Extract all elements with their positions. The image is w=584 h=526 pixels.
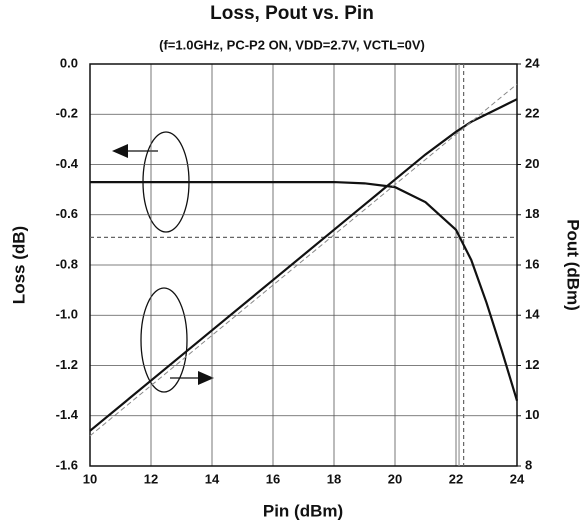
- y-tick-label: -0.2: [56, 106, 78, 121]
- arrowhead: [112, 144, 128, 158]
- y-tick-label: 0.0: [60, 55, 78, 70]
- x-tick-label: 14: [205, 471, 220, 486]
- y2-axis-label: Pout (dBm): [564, 219, 583, 311]
- y2-tick-label: 16: [525, 256, 539, 271]
- x-tick-label: 22: [449, 471, 463, 486]
- x-tick-label: 20: [388, 471, 402, 486]
- ellipse: [140, 287, 188, 393]
- x-axis-label: Pin (dBm): [263, 501, 343, 520]
- annotations: [126, 131, 200, 393]
- y-tick-label: -1.0: [56, 307, 78, 322]
- y2-tick-label: 20: [525, 156, 539, 171]
- y-tick-label: -0.6: [56, 206, 78, 221]
- series-line: [90, 180, 519, 401]
- x-tick-label: 12: [144, 471, 158, 486]
- chart-title: Loss, Pout vs. Pin: [210, 3, 374, 24]
- x-tick-label: 18: [327, 471, 341, 486]
- arrowhead: [198, 371, 214, 385]
- y-tick-label: -1.2: [56, 357, 78, 372]
- y-tick-label: -0.8: [56, 256, 78, 271]
- y-axis-label: Loss (dB): [9, 226, 28, 304]
- series-line: [89, 98, 518, 432]
- y2-tick-label: 22: [525, 106, 539, 121]
- y2-tick-label: 10: [525, 407, 539, 422]
- chart-subtitle: (f=1.0GHz, PC-P2 ON, VDD=2.7V, VCTL=0V): [159, 37, 425, 52]
- x-tick-label: 10: [83, 471, 97, 486]
- x-tick-label: 16: [266, 471, 280, 486]
- y-tick-label: -1.6: [56, 457, 78, 472]
- y2-tick-label: 12: [525, 357, 539, 372]
- plot-frame: [89, 63, 518, 467]
- y-tick-label: -1.4: [56, 407, 79, 422]
- x-tick-label: 24: [510, 471, 525, 486]
- y2-tick-label: 18: [525, 206, 539, 221]
- y2-tick-label: 24: [525, 55, 540, 70]
- series-line: [89, 83, 518, 437]
- y2-tick-label: 14: [525, 307, 540, 322]
- y-tick-label: -0.4: [56, 156, 79, 171]
- y2-tick-label: 8: [525, 457, 532, 472]
